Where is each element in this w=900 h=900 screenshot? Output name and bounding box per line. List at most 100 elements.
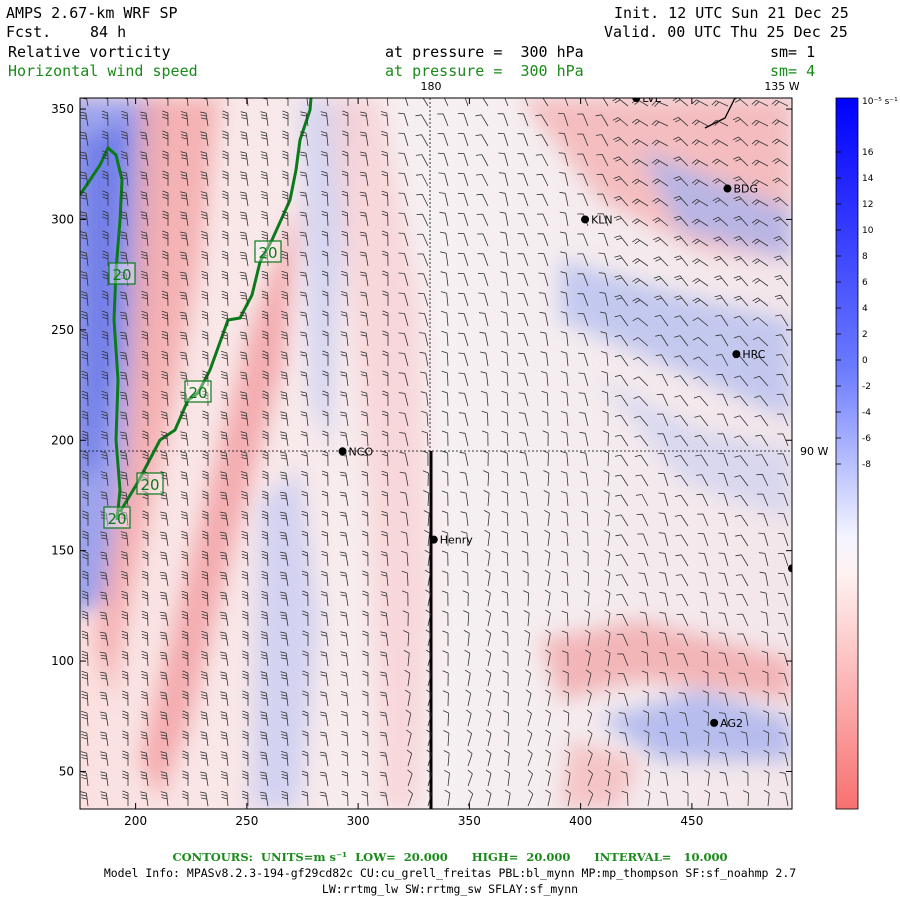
wind-barb xyxy=(201,270,209,287)
wind-barb xyxy=(425,589,431,607)
wind-barb xyxy=(347,98,349,106)
wind-barb xyxy=(81,370,89,387)
wind-barb xyxy=(81,650,89,667)
x-tick-label: 250 xyxy=(235,814,258,828)
wind-barb xyxy=(501,430,509,447)
wind-barb xyxy=(675,554,689,567)
wind-barb xyxy=(200,191,209,207)
wind-barb xyxy=(398,252,409,267)
wind-barb xyxy=(340,691,349,707)
wind-barb xyxy=(614,275,629,287)
contour-label: 20 xyxy=(112,266,131,284)
wind-barb xyxy=(565,789,571,807)
wind-barb xyxy=(545,609,551,627)
wind-barb xyxy=(442,630,449,646)
wind-barb xyxy=(262,470,269,487)
wind-barb xyxy=(122,790,129,806)
wind-barb xyxy=(302,730,309,747)
wind-barb xyxy=(703,710,710,727)
wind-barb xyxy=(101,110,109,127)
wind-barb xyxy=(517,332,529,347)
wind-barb xyxy=(140,191,149,207)
wind-barb xyxy=(360,411,369,427)
wind-barb xyxy=(560,431,569,447)
wind-barb xyxy=(302,670,309,686)
wind-barb xyxy=(441,330,449,347)
wind-barb xyxy=(658,492,669,507)
wind-barb xyxy=(545,789,551,807)
wind-barb xyxy=(361,790,369,807)
wind-barb xyxy=(482,98,489,107)
wind-barb xyxy=(280,411,289,427)
wind-barb xyxy=(761,650,769,667)
wind-barb xyxy=(527,749,533,767)
colorbar-tick-label: -8 xyxy=(862,460,871,470)
wind-barb xyxy=(261,270,269,287)
wind-barb xyxy=(101,310,109,327)
wind-barb xyxy=(239,211,249,227)
contour-label: 20 xyxy=(258,244,277,262)
colorbar-tick-label: 14 xyxy=(862,174,874,184)
wind-barb xyxy=(773,216,789,227)
wind-barb xyxy=(657,453,669,467)
wind-barb xyxy=(500,251,509,267)
wind-barb xyxy=(772,196,789,207)
wind-barb xyxy=(259,751,269,767)
wind-barb xyxy=(202,410,209,426)
wind-barb xyxy=(615,474,629,487)
wind-barb xyxy=(260,691,269,707)
wind-barb xyxy=(398,412,409,427)
wind-barb xyxy=(361,430,369,447)
wind-contour-east xyxy=(118,98,313,513)
wind-barb xyxy=(201,250,209,267)
wind-barb xyxy=(694,415,709,427)
wind-barb xyxy=(616,613,629,627)
wind-barb xyxy=(763,770,770,787)
wind-barb xyxy=(219,611,229,627)
wind-barb xyxy=(477,272,489,287)
wind-barb xyxy=(535,114,549,127)
wind-barb xyxy=(80,231,89,247)
wind-barb xyxy=(401,570,409,587)
wind-barb xyxy=(300,391,309,407)
wind-barb xyxy=(122,770,129,786)
wind-barb xyxy=(220,751,229,767)
wind-barb xyxy=(699,572,709,587)
wind-barb xyxy=(80,791,89,807)
wind-barb xyxy=(497,132,509,147)
wind-barb xyxy=(361,770,369,787)
wind-barb xyxy=(221,310,229,327)
wind-barb xyxy=(673,215,689,227)
wind-barb xyxy=(695,474,709,487)
wind-barb xyxy=(458,352,469,367)
wind-barb xyxy=(697,513,709,527)
wind-barb xyxy=(640,631,649,647)
wind-barb xyxy=(222,210,229,227)
wind-barb xyxy=(517,293,529,307)
wind-barb xyxy=(162,270,169,287)
wind-barb xyxy=(718,552,729,567)
wind-barb xyxy=(543,490,550,507)
wind-barb xyxy=(485,649,492,667)
wind-barb xyxy=(604,709,611,727)
wind-barb xyxy=(279,491,289,507)
wind-barb xyxy=(219,631,229,647)
wind-barb xyxy=(220,411,229,427)
wind-barb xyxy=(341,190,349,207)
wind-barb xyxy=(240,151,249,167)
wind-barb xyxy=(560,530,569,547)
wind-barb xyxy=(140,270,149,287)
wind-barb xyxy=(523,610,530,627)
wind-barb xyxy=(711,139,729,147)
wind-barb xyxy=(322,330,329,346)
wind-barb xyxy=(200,98,209,107)
wind-barb xyxy=(501,470,509,487)
wind-barb xyxy=(737,653,749,667)
wind-barb xyxy=(518,372,529,387)
wind-barb xyxy=(659,632,669,647)
wind-barb xyxy=(561,630,569,647)
wind-barb xyxy=(521,550,529,567)
wind-barb xyxy=(499,231,509,247)
wind-barb xyxy=(733,335,749,347)
wind-barb xyxy=(595,134,609,147)
